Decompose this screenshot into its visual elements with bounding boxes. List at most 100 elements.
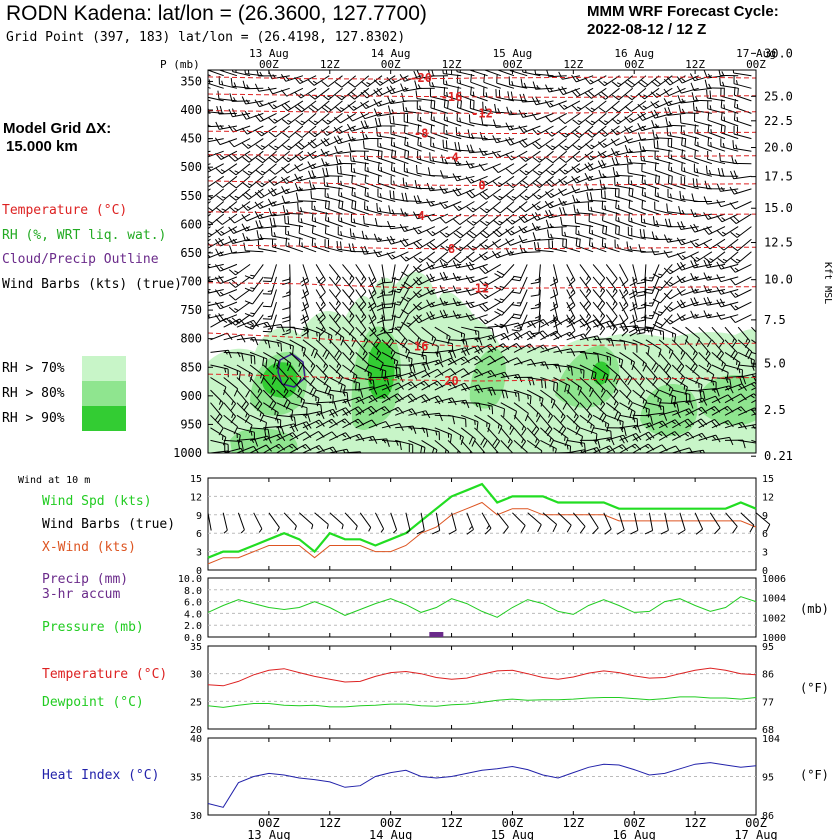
wind-barb	[731, 155, 752, 165]
wind-barb	[720, 138, 739, 152]
wind-barb	[207, 512, 212, 531]
wind-barb	[262, 289, 277, 308]
wind-barb	[703, 310, 726, 319]
wind-barb	[676, 299, 699, 309]
wind-barb	[447, 347, 470, 357]
wind-barb	[268, 512, 280, 532]
wind-barb	[254, 99, 277, 108]
wind-barb	[553, 377, 571, 394]
precip-bar	[429, 632, 444, 637]
wind-barb	[619, 339, 638, 353]
wind-barb	[337, 226, 356, 240]
wind-barb	[511, 289, 528, 307]
wind-barb	[355, 276, 367, 299]
wind-barb	[592, 314, 606, 336]
wind-barb	[532, 175, 554, 188]
wind-barb	[381, 439, 402, 450]
wind-barb	[443, 125, 462, 140]
wind-barb	[302, 339, 318, 359]
wind-barb	[703, 259, 726, 269]
wind-barb	[522, 70, 541, 77]
wind-barb	[513, 389, 532, 405]
wind-barb	[733, 86, 752, 102]
wind-barb	[440, 170, 462, 179]
wind-barb	[530, 289, 541, 310]
wind-barb	[664, 218, 686, 228]
left-tick-label: 9	[196, 511, 202, 522]
wind-barb	[400, 251, 422, 262]
wind-barb	[256, 230, 277, 240]
wind-barb	[711, 436, 734, 446]
wind-barb	[298, 512, 314, 530]
wind-barb	[417, 112, 435, 127]
wind-barb	[250, 427, 270, 438]
wind-barb	[667, 138, 686, 152]
wind-barb	[518, 235, 541, 244]
wind-barb	[605, 289, 618, 311]
wind-barb	[443, 75, 462, 89]
wind-barb	[215, 121, 237, 130]
wind-barb	[557, 512, 572, 533]
wind-barb	[276, 352, 292, 372]
wind-barb	[208, 275, 224, 282]
wind-barb	[399, 74, 422, 82]
left-tick-label: 2.0	[184, 621, 202, 632]
wind-barb	[253, 512, 263, 533]
wind-barb	[377, 161, 396, 177]
wind-barb	[733, 111, 752, 127]
wind-barb	[579, 389, 593, 411]
wind-barb	[228, 138, 251, 148]
wind-barb	[709, 512, 721, 535]
wind-barb	[704, 79, 726, 89]
rh-swatch-70	[82, 356, 126, 381]
wind-barb	[281, 163, 304, 174]
wind-barb	[325, 212, 343, 228]
wind-barb	[685, 389, 706, 400]
height-tick-label: 25.0	[764, 89, 793, 103]
wind-barb	[474, 427, 488, 448]
wind-barb	[546, 150, 568, 164]
wind-barb	[228, 314, 251, 326]
wind-barb	[469, 100, 488, 114]
wind-barb	[242, 150, 264, 163]
wind-barb	[394, 381, 418, 391]
wind-barb	[698, 339, 711, 361]
wind-barb	[579, 264, 592, 286]
wind-barb	[324, 225, 343, 240]
wind-barb	[518, 201, 541, 213]
wind-barb	[601, 238, 620, 253]
wind-barb	[630, 512, 639, 535]
height-tick-label: 20.0	[764, 141, 793, 155]
wind-barb	[448, 512, 457, 535]
left-tick-label: 25	[190, 697, 202, 708]
wind-barb	[664, 107, 686, 116]
wind-barb	[395, 408, 418, 416]
wind-barb	[500, 357, 523, 366]
wind-barb	[592, 320, 616, 330]
wind-barb	[383, 276, 396, 296]
wind-barb	[214, 263, 238, 272]
wind-barb	[368, 421, 391, 429]
wind-barb	[315, 289, 326, 312]
wind-barb	[540, 377, 558, 392]
wind-barb	[690, 251, 713, 262]
wind-barb	[566, 314, 576, 337]
wind-barb	[562, 238, 581, 253]
wind-barb	[487, 440, 500, 453]
wind-barb	[585, 138, 607, 150]
wind-barb	[487, 452, 489, 453]
wind-barb	[217, 90, 237, 102]
wind-barb	[430, 111, 449, 127]
wind-barb	[307, 75, 330, 86]
right-tick-label: 12	[762, 492, 774, 503]
wind-barb	[666, 203, 686, 215]
wind-barb	[276, 364, 289, 386]
wind-barb	[208, 313, 224, 319]
wind-barb	[603, 512, 612, 535]
time-tick-bottom-label: 12Z	[441, 816, 463, 830]
wind-barb	[215, 175, 238, 188]
wind-barb	[402, 102, 422, 114]
wind-barb	[405, 512, 411, 534]
wind-barb	[716, 199, 739, 208]
wind-barb	[389, 115, 409, 127]
